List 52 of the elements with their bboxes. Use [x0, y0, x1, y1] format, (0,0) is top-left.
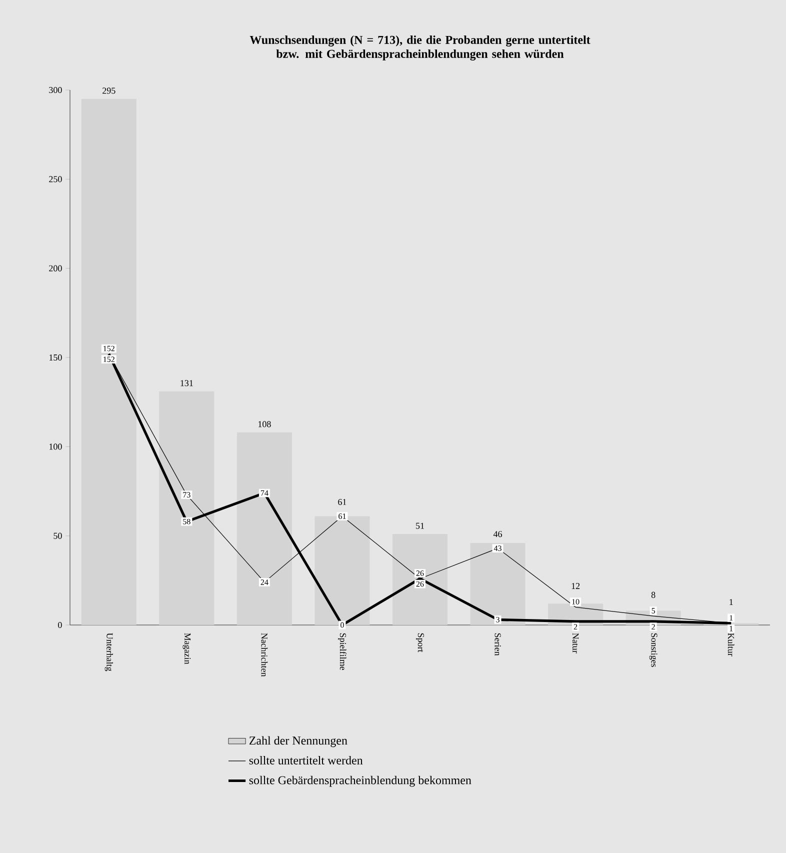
data-label: 73 [183, 492, 190, 498]
data-label: 74 [260, 490, 268, 496]
data-label: 1 [730, 615, 733, 621]
data-label: 0 [340, 622, 344, 628]
data-label: 26 [416, 581, 424, 587]
data-label: 1 [730, 599, 733, 606]
chart-title: Wunschsendungen (N = 713), die die Probanden gerne untertitelt bzw. mit Gebärdenspracheinblendungen sehen würden [250, 35, 590, 60]
x-tick-label: Serien [494, 633, 501, 656]
data-label: 2 [574, 624, 578, 630]
y-tick-label: 250 [49, 176, 62, 182]
bar [392, 534, 448, 625]
data-label: 1 [730, 626, 733, 632]
x-tick-label: Sport [416, 633, 424, 652]
data-label: 24 [260, 580, 268, 585]
y-tick-label: 200 [49, 265, 62, 272]
data-label: 58 [183, 518, 190, 524]
data-label: 51 [416, 522, 424, 529]
data-label: 5 [652, 608, 656, 614]
bar [470, 542, 526, 625]
data-label: 152 [104, 356, 114, 362]
x-tick-label: Nachrichten [261, 633, 268, 677]
data-label: 108 [258, 421, 271, 428]
x-tick-label: Kultur [728, 633, 734, 656]
x-tick-label: Magazin [182, 633, 191, 664]
x-tick-label: Sonstiges [649, 633, 658, 667]
legend-label: sollte Gebärdenspracheinblendung bekommen [249, 776, 472, 787]
bar [81, 98, 136, 625]
y-tick-label: 50 [54, 532, 62, 539]
bar [159, 391, 214, 625]
data-label: 43 [494, 546, 502, 551]
data-label: 152 [104, 346, 114, 352]
y-tick-label: 0 [58, 622, 62, 628]
y-tick-label: 300 [49, 86, 62, 94]
data-label: 295 [102, 88, 116, 94]
data-label: 2 [652, 624, 655, 630]
data-label: 26 [416, 570, 424, 576]
x-tick-label: Spielfilme [338, 633, 346, 670]
data-label: 12 [572, 583, 580, 589]
y-tick-label: 150 [49, 354, 62, 361]
data-label: 8 [651, 592, 656, 598]
y-tick-label: 100 [49, 444, 62, 450]
x-tick-label: Natur [572, 633, 579, 654]
legend-label: sollte untertitelt werden [249, 756, 363, 764]
x-tick-label: Unterhaltg [104, 632, 113, 672]
data-label: 131 [180, 380, 193, 386]
data-label: 10 [572, 599, 580, 604]
data-label: 3 [496, 616, 500, 622]
data-label: 61 [338, 514, 346, 519]
bar [236, 432, 292, 625]
data-label: 46 [493, 531, 502, 538]
data-label: 61 [338, 498, 346, 506]
legend-label: Zahl der Nennungen [249, 736, 348, 748]
